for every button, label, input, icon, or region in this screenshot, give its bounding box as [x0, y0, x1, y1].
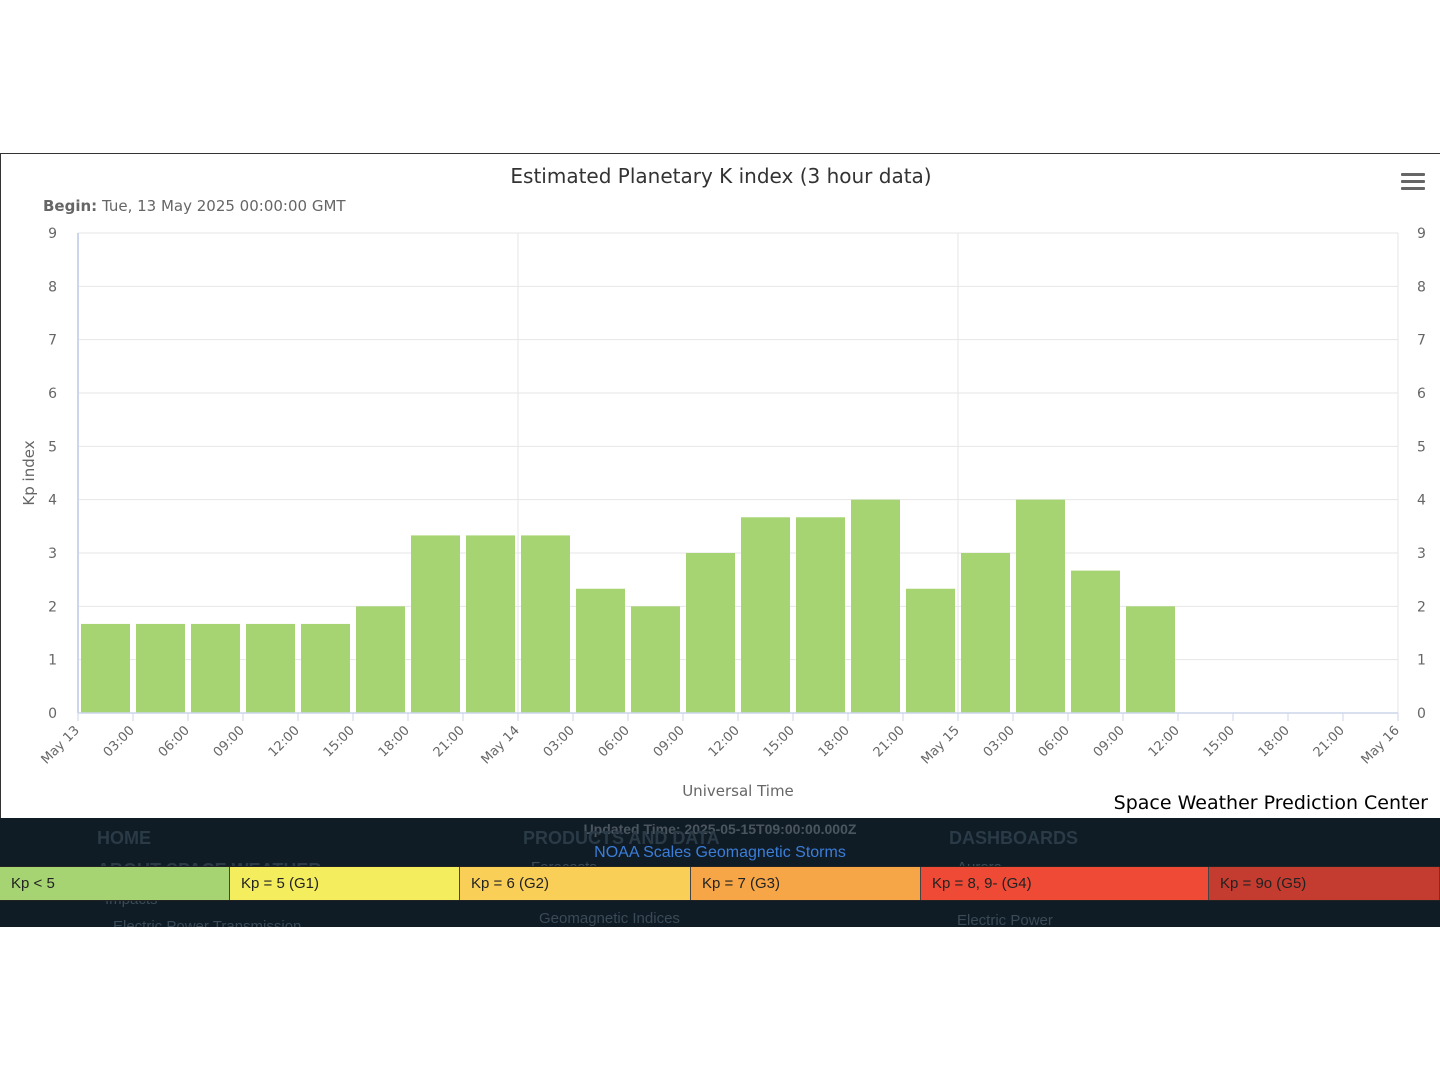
x-tick-label: 15:00 [1201, 723, 1238, 760]
y-axis-title: Kp index [20, 440, 38, 505]
x-tick-label: 09:00 [651, 723, 688, 760]
credit-label: Space Weather Prediction Center [1113, 792, 1428, 814]
legend-cell: Kp = 9o (G5) [1209, 867, 1440, 900]
kp-bar [631, 606, 680, 713]
footer-dashboards-link[interactable]: DASHBOARDS [949, 828, 1079, 848]
chart-container: 0 0 1 1 2 2 3 3 4 4 5 5 6 6 7 7 8 8 9 9 May 13 03:00 06:00 09:0… [0, 153, 1440, 818]
kp-bar [356, 606, 405, 713]
kp-legend-bar: Kp < 5 Kp = 5 (G1) Kp = 6 (G2) Kp = 7 (G3) K… [0, 866, 1440, 901]
y-tick-label-right: 1 [1417, 653, 1426, 669]
y-tick-label-right: 6 [1417, 386, 1426, 402]
x-tick-label: 21:00 [431, 723, 468, 760]
chart-title: Estimated Planetary K index (3 hour data… [510, 164, 932, 188]
footer-home-link[interactable]: HOME [97, 828, 151, 848]
x-tick-label: 06:00 [156, 723, 193, 760]
legend-cell: Kp < 5 [0, 867, 230, 900]
x-tick-label: 15:00 [761, 723, 798, 760]
y-tick-label-left: 3 [48, 546, 57, 562]
kp-bar [1016, 499, 1065, 713]
y-tick-label-left: 1 [48, 653, 57, 669]
y-tick-label-right: 8 [1417, 279, 1426, 295]
begin-date-line: Begin: Tue, 13 May 2025 00:00:00 GMT [43, 197, 346, 215]
legend-cell: Kp = 7 (G3) [691, 867, 921, 900]
footer-geomagnetic-indices-link[interactable]: Geomagnetic Indices [539, 910, 680, 927]
x-tick-label: 06:00 [596, 723, 633, 760]
x-tick-label: 06:00 [1036, 723, 1073, 760]
x-tick-label: 18:00 [816, 723, 853, 760]
kp-bar [686, 553, 735, 713]
y-tick-label-left: 2 [48, 599, 57, 615]
kp-bar [136, 623, 185, 713]
x-tick-label: 21:00 [871, 723, 908, 760]
kp-bar [466, 535, 515, 713]
y-tick-label-left: 0 [48, 706, 57, 722]
kp-bar [851, 499, 900, 713]
y-tick-label-right: 3 [1417, 546, 1426, 562]
x-tick-label: May 13 [39, 723, 83, 767]
legend-cell: Kp = 6 (G2) [460, 867, 691, 900]
noaa-scales-link[interactable]: NOAA Scales Geomagnetic Storms [594, 844, 846, 861]
footer-electric-power-link[interactable]: Electric Power [957, 912, 1053, 927]
kp-bar [1126, 606, 1175, 713]
x-tick-label: 12:00 [266, 723, 303, 760]
y-tick-label-left: 4 [48, 493, 57, 509]
kp-bar [796, 517, 845, 713]
site-footer: Updated Time: 2025-05-15T09:00:00.000Z H… [0, 818, 1440, 927]
x-tick-label: 09:00 [211, 723, 248, 760]
y-tick-label-right: 4 [1417, 493, 1426, 509]
x-tick-label: 03:00 [981, 723, 1018, 760]
y-tick-label-right: 0 [1417, 706, 1426, 722]
x-tick-label: May 14 [479, 723, 523, 767]
y-tick-label-left: 9 [48, 226, 57, 242]
hamburger-icon[interactable] [1401, 173, 1425, 195]
x-tick-label: 18:00 [1256, 723, 1293, 760]
y-tick-label-left: 7 [48, 333, 57, 349]
x-tick-label: 12:00 [1146, 723, 1183, 760]
footer-electric-transmission-link[interactable]: Electric Power Transmission [113, 918, 302, 927]
y-tick-label-right: 2 [1417, 599, 1426, 615]
y-tick-label-right: 9 [1417, 226, 1426, 242]
kp-bar [191, 623, 240, 713]
x-tick-label: 18:00 [376, 723, 413, 760]
kp-bar [521, 535, 570, 713]
legend-cell: Kp = 8, 9- (G4) [921, 867, 1209, 900]
kp-bar [301, 623, 350, 713]
x-axis-title: Universal Time [682, 782, 794, 800]
x-tick-label: 12:00 [706, 723, 743, 760]
begin-value: Tue, 13 May 2025 00:00:00 GMT [101, 197, 346, 215]
x-tick-label: 09:00 [1091, 723, 1128, 760]
y-tick-label-right: 7 [1417, 333, 1426, 349]
y-tick-label-left: 8 [48, 279, 57, 295]
kp-bar [906, 588, 955, 713]
y-tick-label-right: 5 [1417, 439, 1426, 455]
updated-time: Updated Time: 2025-05-15T09:00:00.000Z [583, 821, 857, 837]
kp-bar-chart: 0 0 1 1 2 2 3 3 4 4 5 5 6 6 7 7 8 8 9 9 May 13 03:00 06:00 09:0… [20, 226, 1426, 800]
y-tick-label-left: 5 [48, 439, 57, 455]
kp-bar [411, 535, 460, 713]
x-tick-label: May 15 [919, 723, 963, 767]
x-tick-label: 15:00 [321, 723, 358, 760]
legend-cell: Kp = 5 (G1) [230, 867, 460, 900]
kp-bar [576, 588, 625, 713]
x-tick-label: 21:00 [1311, 723, 1348, 760]
begin-label: Begin: [43, 197, 98, 215]
x-tick-label: May 16 [1359, 723, 1403, 767]
kp-bar [741, 517, 790, 713]
y-tick-label-left: 6 [48, 386, 57, 402]
kp-bar [1071, 570, 1120, 713]
x-tick-label: 03:00 [541, 723, 578, 760]
footer-products-link[interactable]: PRODUCTS AND DATA [523, 828, 720, 848]
x-tick-label: 03:00 [101, 723, 138, 760]
kp-bar [81, 623, 130, 713]
kp-bar [961, 553, 1010, 713]
kp-bar [246, 623, 295, 713]
